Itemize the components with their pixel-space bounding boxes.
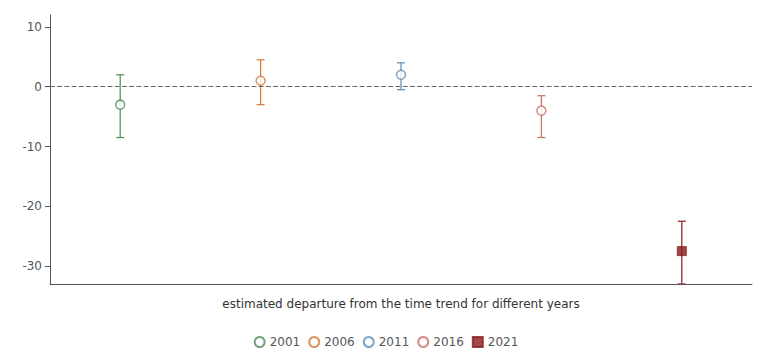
svg-text:-20: -20 xyxy=(22,199,42,213)
svg-text:2006: 2006 xyxy=(324,335,355,349)
svg-text:2001: 2001 xyxy=(270,335,301,349)
svg-text:2016: 2016 xyxy=(433,335,464,349)
svg-text:-30: -30 xyxy=(22,259,42,273)
svg-text:-10: -10 xyxy=(22,140,42,154)
svg-text:2011: 2011 xyxy=(379,335,410,349)
svg-text:2021: 2021 xyxy=(488,335,519,349)
svg-text:estimated departure from the t: estimated departure from the time trend … xyxy=(222,297,579,311)
svg-text:0: 0 xyxy=(34,80,42,94)
svg-text:10: 10 xyxy=(27,20,42,34)
